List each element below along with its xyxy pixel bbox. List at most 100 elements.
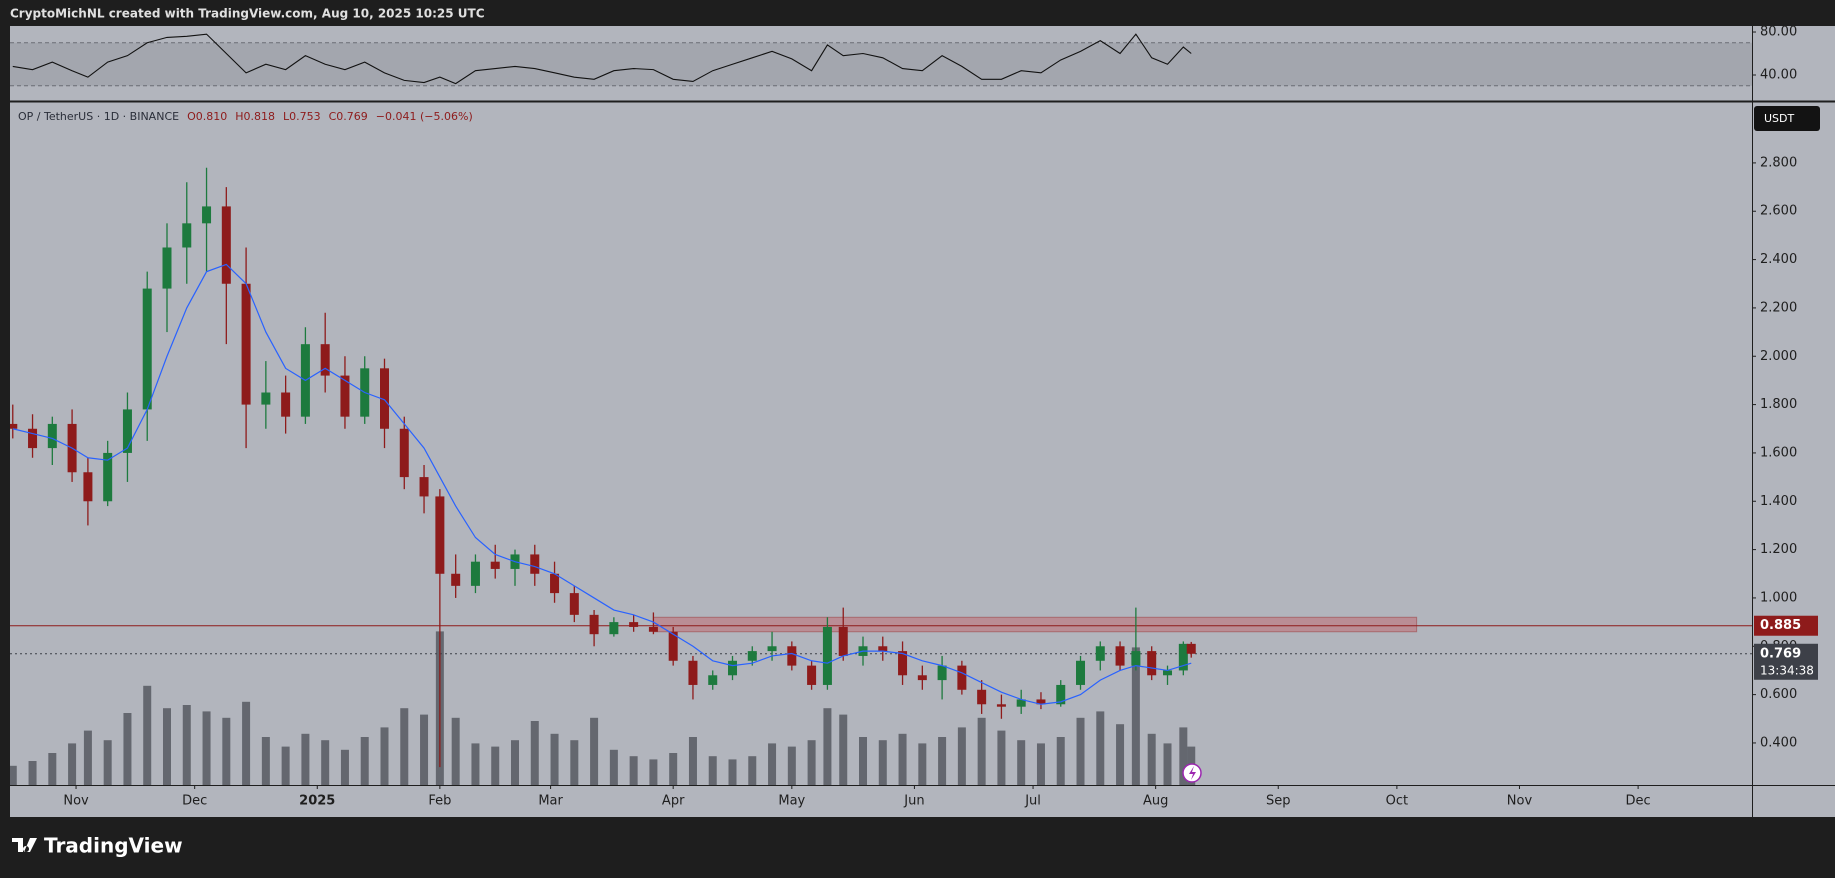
main-layer (10, 167, 1752, 785)
candle-body (1147, 651, 1157, 676)
candle-body (1095, 646, 1105, 661)
rsi-layer (10, 33, 1752, 87)
legend-item: L0.753 (283, 110, 321, 123)
volume-bar (898, 733, 907, 785)
candle-body (838, 626, 848, 656)
countdown-label: 13:34:38 (1760, 663, 1814, 677)
candle-body (688, 660, 698, 685)
volume-bar (768, 743, 777, 785)
y-tick-label: 2.400 (1760, 252, 1797, 267)
volume-bar (859, 737, 868, 785)
volume-bar (1147, 733, 1156, 785)
volume-bar (550, 733, 559, 785)
candle-body (1163, 670, 1173, 676)
candle-body (470, 561, 480, 586)
candle-body (957, 665, 967, 690)
logo-icon (12, 838, 37, 853)
volume-bar (1076, 717, 1085, 785)
volume-bar (420, 714, 429, 785)
x-tick-label: May (778, 794, 805, 809)
price-label: 0.769 (1760, 646, 1801, 661)
volume-bar (1056, 737, 1065, 785)
volume-bar (48, 753, 57, 785)
volume-bar (123, 713, 132, 785)
candle-body (399, 428, 409, 478)
volume-bar (938, 737, 947, 785)
candle-body (530, 554, 540, 574)
candle-body (807, 665, 817, 685)
axes-layer: 0.4000.6000.8001.0001.2001.4001.6001.800… (63, 25, 1820, 809)
candle-body (1131, 651, 1141, 666)
candle-body (28, 428, 38, 449)
legend: OP / TetherUS · 1D · BINANCE O0.810 H0.818… (18, 110, 473, 123)
candle-body (47, 423, 57, 449)
candle-body (767, 646, 777, 652)
volume-bar (878, 740, 887, 785)
y-tick-label: 2.000 (1760, 349, 1797, 364)
candle-body (629, 622, 639, 627)
currency-box (1754, 106, 1820, 131)
candle-body (1115, 646, 1125, 666)
volume-bar (28, 761, 37, 785)
candle-body (281, 392, 291, 417)
candle-body (569, 593, 579, 615)
x-tick-label: Dec (1626, 794, 1651, 809)
x-tick-label: Mar (538, 794, 563, 809)
volume-bar (1017, 740, 1026, 785)
volume-bar (609, 749, 618, 785)
volume-bar (321, 740, 330, 785)
price-label: 0.885 (1760, 618, 1801, 633)
volume-bar (669, 753, 678, 785)
volume-bar (511, 740, 520, 785)
candle-body (122, 409, 132, 453)
volume-bar (1131, 647, 1140, 785)
x-tick-label: Feb (428, 794, 451, 809)
rsi-line (12, 33, 1192, 85)
x-tick-label: Jun (903, 794, 924, 809)
candle-body (490, 561, 500, 569)
currency-label: USDT (1764, 112, 1795, 125)
volume-bar (143, 685, 152, 785)
y-tick-label: 0.400 (1760, 735, 1797, 750)
candle-body (917, 675, 927, 681)
volume-bar (957, 727, 966, 785)
legend-item: OP / TetherUS · 1D · BINANCE (18, 110, 179, 123)
candle-body (937, 665, 947, 681)
candle-body (103, 452, 113, 502)
volume-bar (839, 714, 848, 785)
candle-body (609, 622, 619, 635)
price-label-box (1754, 615, 1818, 636)
footer-logo: TradingView (12, 834, 183, 858)
volume-bar (281, 746, 290, 785)
volume-bar (997, 730, 1006, 785)
x-tick-label: Apr (662, 794, 685, 809)
volume-bar (103, 740, 112, 785)
y-tick-label: 2.600 (1760, 204, 1797, 219)
x-tick-label: 2025 (299, 794, 335, 809)
candle-body (182, 223, 192, 248)
volume-bar (688, 737, 697, 785)
rsi-y-tick-label: 40.00 (1760, 67, 1797, 82)
x-tick-label: Jul (1024, 794, 1041, 809)
legend-item: −0.041 (−5.06%) (376, 110, 473, 123)
volume-bar (570, 740, 579, 785)
volume-bar (1096, 711, 1105, 785)
y-tick-label: 2.200 (1760, 300, 1797, 315)
y-tick-label: 0.600 (1760, 687, 1797, 702)
candle-body (83, 472, 93, 502)
candle-body (1186, 643, 1196, 654)
y-tick-label: 2.800 (1760, 155, 1797, 170)
legend-item: C0.769 (329, 110, 368, 123)
candle-body (1056, 684, 1066, 705)
candle-body (668, 631, 678, 661)
volume-bar (301, 733, 310, 785)
volume-bar (182, 705, 191, 785)
volume-bar (1163, 743, 1172, 785)
volume-bar (83, 730, 92, 785)
candle-body (787, 646, 797, 666)
candle-body (878, 646, 888, 652)
candle-body (898, 651, 908, 676)
candle-body (202, 206, 212, 224)
volume-bar (10, 765, 17, 785)
candle-body (162, 247, 172, 289)
